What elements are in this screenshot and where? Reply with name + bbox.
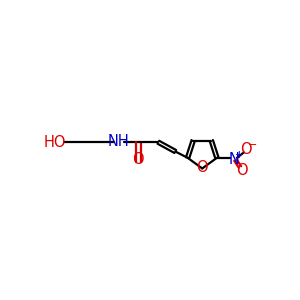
Text: O: O xyxy=(240,142,252,157)
Text: O: O xyxy=(236,164,248,178)
Text: −: − xyxy=(248,140,257,150)
Text: N: N xyxy=(228,152,239,167)
Text: NH: NH xyxy=(107,134,129,149)
Text: O: O xyxy=(133,152,144,167)
Text: +: + xyxy=(235,151,244,160)
Text: HO: HO xyxy=(44,135,66,150)
Text: O: O xyxy=(196,160,208,175)
